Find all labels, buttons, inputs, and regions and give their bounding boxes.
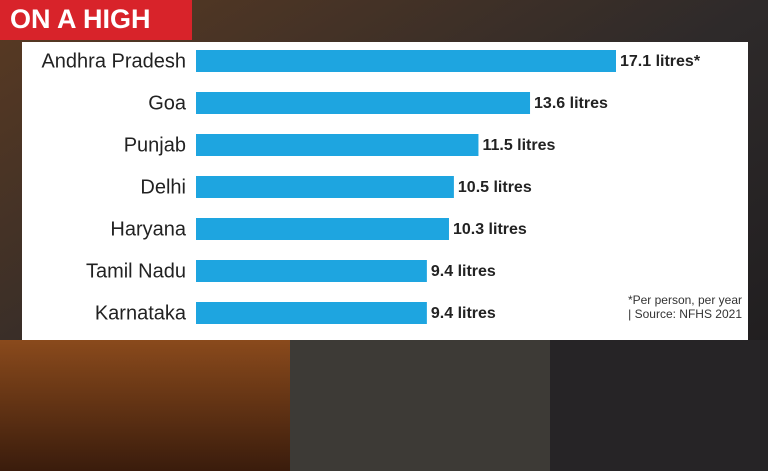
photo-shelf-right <box>550 340 768 471</box>
bar <box>196 50 616 72</box>
value-label: 9.4 litres <box>431 263 496 280</box>
photo-shelf <box>0 340 290 471</box>
category-label: Punjab <box>124 134 186 156</box>
bar <box>196 176 454 198</box>
bar <box>196 302 427 324</box>
category-label: Delhi <box>140 176 186 198</box>
category-label: Tamil Nadu <box>86 260 186 282</box>
bar <box>196 260 427 282</box>
bar <box>196 134 479 156</box>
title-box <box>0 0 192 40</box>
value-label: 10.5 litres <box>458 179 532 196</box>
category-label: Goa <box>148 92 187 114</box>
category-label: Haryana <box>110 218 186 240</box>
plot: Andhra Pradesh 17.1 litres* Goa 13.6 litres… <box>41 50 701 324</box>
value-label: 10.3 litres <box>453 221 527 238</box>
value-label: 13.6 litres <box>534 95 608 112</box>
value-label: 9.4 litres <box>431 305 496 322</box>
category-label: Karnataka <box>95 302 187 324</box>
photo-floor <box>290 340 550 471</box>
value-label: 11.5 litres <box>482 137 555 154</box>
footnote: *Per person, per year | Source: NFHS 202… <box>627 293 742 321</box>
category-label: Andhra Pradesh <box>41 50 186 72</box>
value-label: 17.1 litres* <box>620 53 701 70</box>
bar <box>196 92 531 114</box>
chart-title: ON A HIGH <box>10 4 151 34</box>
bar <box>196 218 449 240</box>
